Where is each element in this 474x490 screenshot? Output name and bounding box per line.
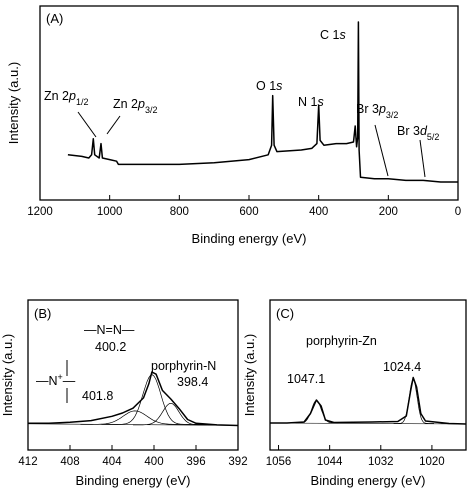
panel-c-x-tick-labels: 1056 1044 1032 1020 [266,456,445,468]
annotation-o-1s: O 1s [256,79,282,93]
panel-c-y-axis-label: Intensity (a.u.) [242,334,257,416]
panel-a-x-axis-label: Binding energy (eV) [192,231,307,246]
annotation-n-1s: N 1s [298,95,324,109]
c-x-tick-label-1: 1044 [317,456,343,468]
panel-b-y-axis-label: Intensity (a.u.) [0,334,15,416]
panel-b-component-401-8 [80,410,196,425]
panel-b-label: (B) [34,306,51,321]
panel-a-x-ticks [39,195,459,200]
annotation-1024-4: 1024.4 [383,360,421,374]
panel-b-component-400-2 [101,374,207,425]
panel-b-x-axis-label: Binding energy (eV) [76,473,191,488]
b-x-tick-label-2: 404 [102,456,122,468]
a-x-tick-label-1: 1000 [97,206,123,218]
panel-b-x-ticks [27,445,239,450]
panel-a: (A) 1200 1000 800 600 400 200 0 Zn 2p1/2 Zn 2p… [6,5,461,246]
panel-b: (B) 412 408 404 400 396 392 —N=N— 400.2 porph… [0,299,248,488]
annotation-porphyrin-zn: porphyrin-Zn [306,334,377,348]
b-x-tick-label-4: 396 [186,456,205,468]
panel-c-spectrum-line [270,376,467,425]
panel-c-x-axis-label: Binding energy (eV) [311,473,426,488]
panel-a-y-axis-label: Intensity (a.u.) [6,62,21,144]
c-x-tick-label-0: 1056 [266,456,292,468]
b-x-tick-label-0: 412 [18,456,37,468]
panel-b-component-398-4 [133,402,217,426]
b-x-tick-label-1: 408 [60,456,79,468]
panel-b-spectrum-line [28,371,239,427]
b-x-tick-label-5: 392 [228,456,247,468]
annotation-zn-2p32: Zn 2p3/2 [113,97,157,115]
annotation-br-3p32: Br 3p3/2 [356,102,398,120]
annotation-porphyrin-n: porphyrin-N [151,359,216,373]
a-x-tick-label-6: 0 [455,206,461,218]
annotation-br-3d52: Br 3d5/2 [397,124,439,142]
annotation-1047-1: 1047.1 [287,372,325,386]
annotation-zn-2p32-arrow [106,115,121,135]
panel-c-component-1047-1 [295,400,339,424]
annotation-400-2: 400.2 [95,340,126,354]
panel-a-label: (A) [46,11,63,26]
a-x-tick-label-5: 200 [379,206,398,218]
panel-c-frame [269,299,467,451]
c-x-tick-label-3: 1020 [419,456,445,468]
panel-c-label: (C) [276,306,294,321]
c-x-tick-label-2: 1032 [368,456,394,468]
annotation-c-1s: C 1s [320,28,346,42]
panel-c-component-1024-4 [393,379,434,424]
panel-a-frame [39,5,459,201]
a-x-tick-label-0: 1200 [27,206,53,218]
a-x-tick-label-3: 600 [239,206,258,218]
annotation-401-8: 401.8 [82,389,113,403]
panel-a-spectrum-line [67,21,458,183]
panel-a-x-tick-labels: 1200 1000 800 600 400 200 0 [27,206,461,218]
annotation-br-3p32-arrow [374,124,389,177]
annotation-quaternary-n: —N+— [36,372,76,388]
annotation-zn-2p12-arrow [77,111,97,138]
panel-c-x-ticks [278,445,433,450]
panel-b-frame [27,299,239,451]
a-x-tick-label-2: 800 [170,206,189,218]
annotation-zn-2p12: Zn 2p1/2 [44,89,88,107]
panel-c: (C) 1056 1044 1032 1020 porphyrin-Zn 1047.1… [242,299,467,488]
a-x-tick-label-4: 400 [309,206,328,218]
annotation-br-3d52-arrow [419,139,426,178]
b-x-tick-label-3: 400 [144,456,163,468]
annotation-398-4: 398.4 [177,375,208,389]
annotation-azo-bond: —N=N— [84,323,135,337]
panel-b-x-tick-labels: 412 408 404 400 396 392 [18,456,247,468]
